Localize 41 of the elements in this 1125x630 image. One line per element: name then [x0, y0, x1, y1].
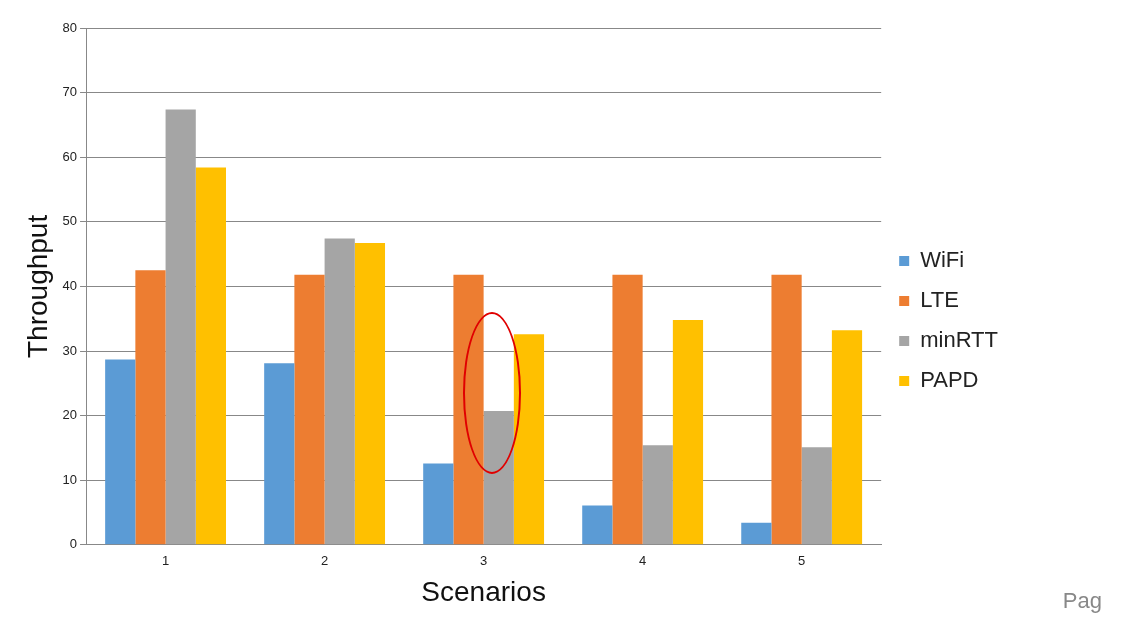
bar: [264, 363, 295, 545]
bar: [354, 243, 386, 545]
bar: [105, 359, 136, 545]
x-tick-label: 1: [161, 553, 170, 569]
y-tick-label: 0: [69, 536, 78, 552]
x-tick-label: 2: [320, 553, 329, 569]
bar: [165, 109, 196, 545]
legend-label: LTE: [920, 287, 959, 313]
bar: [294, 274, 325, 545]
y-tick-label: 20: [62, 407, 78, 423]
text: Pag: [1062, 588, 1102, 614]
bar: [672, 319, 704, 545]
legend-label: PAPD: [920, 367, 979, 393]
bar: [771, 274, 802, 545]
x-axis-title: Scenarios: [421, 575, 546, 607]
y-tick-label: 80: [62, 19, 78, 35]
y-tick-label: 70: [62, 84, 78, 100]
bar: [453, 274, 484, 545]
bar: [582, 505, 613, 545]
bar: [801, 447, 832, 545]
bar: [423, 463, 454, 545]
legend-label: WiFi: [920, 247, 965, 273]
bar: [741, 522, 772, 545]
bar: [831, 330, 863, 545]
bar: [324, 238, 355, 545]
bar: [483, 411, 514, 545]
y-tick-label: 10: [62, 471, 78, 487]
bar: [513, 334, 545, 545]
bar: [642, 445, 673, 545]
x-tick-label: 5: [798, 553, 806, 569]
y-tick-label: 40: [62, 277, 78, 293]
legend-label: minRTT: [920, 327, 999, 353]
y-tick-label: 60: [62, 148, 78, 164]
bar: [612, 274, 643, 545]
bar: [195, 167, 226, 545]
y-axis-title: Throughput: [21, 214, 53, 359]
bar: [135, 270, 166, 545]
y-tick-label: 50: [62, 213, 78, 229]
y-tick-label: 30: [62, 342, 78, 358]
x-tick-label: 4: [639, 553, 647, 569]
x-tick-label: 3: [480, 553, 488, 569]
